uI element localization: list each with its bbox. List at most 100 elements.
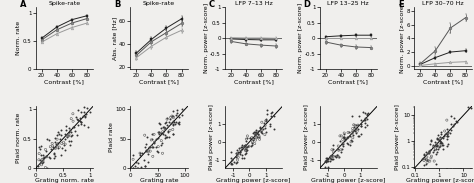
- Point: [169, 124, 177, 127]
- Point: [347, 140, 355, 143]
- Point: [242, 149, 249, 152]
- Point: [61, 132, 69, 135]
- Point: [258, 131, 266, 134]
- Point: [237, 153, 244, 156]
- Point: [432, 163, 440, 166]
- Point: [60, 141, 67, 144]
- Point: [243, 152, 250, 154]
- Point: [81, 124, 88, 127]
- Point: [251, 130, 259, 133]
- Point: [74, 119, 82, 122]
- Point: [257, 130, 264, 133]
- Point: [433, 142, 441, 145]
- Point: [362, 117, 369, 120]
- Point: [358, 125, 365, 128]
- Point: [154, 150, 162, 153]
- Point: [336, 140, 343, 143]
- Point: [73, 133, 81, 136]
- Point: [418, 158, 426, 160]
- Point: [63, 135, 71, 138]
- Point: [260, 122, 267, 125]
- Point: [423, 159, 431, 162]
- Point: [430, 145, 438, 148]
- Point: [159, 130, 166, 133]
- Point: [343, 137, 351, 139]
- Point: [46, 145, 54, 148]
- Point: [49, 144, 56, 147]
- Point: [74, 109, 82, 112]
- Point: [42, 148, 49, 151]
- Point: [420, 153, 428, 156]
- Point: [78, 121, 85, 124]
- Point: [64, 135, 72, 138]
- Point: [142, 164, 149, 167]
- Point: [426, 150, 433, 153]
- Point: [163, 120, 170, 123]
- Title: Spike-rate: Spike-rate: [48, 1, 80, 6]
- Point: [62, 124, 70, 127]
- Point: [362, 126, 369, 129]
- Point: [66, 128, 74, 131]
- Y-axis label: Norm. rate: Norm. rate: [16, 21, 21, 55]
- Point: [252, 134, 259, 137]
- Point: [57, 154, 64, 156]
- Point: [36, 152, 43, 155]
- Point: [249, 132, 256, 135]
- Point: [262, 119, 270, 122]
- Point: [141, 134, 148, 137]
- Point: [256, 127, 264, 130]
- Point: [329, 147, 337, 150]
- Point: [242, 146, 250, 149]
- Point: [252, 139, 259, 141]
- Point: [175, 115, 183, 118]
- Point: [175, 120, 183, 123]
- Point: [147, 139, 155, 141]
- Point: [79, 115, 87, 118]
- Point: [427, 156, 435, 159]
- Point: [433, 147, 440, 150]
- Point: [173, 111, 181, 114]
- Point: [437, 132, 445, 135]
- Point: [238, 156, 246, 159]
- Point: [142, 143, 149, 146]
- Point: [227, 156, 235, 159]
- Point: [173, 108, 181, 111]
- Point: [323, 156, 330, 159]
- Point: [255, 136, 263, 139]
- Point: [163, 135, 171, 138]
- Point: [270, 128, 278, 131]
- Point: [467, 106, 474, 109]
- Point: [145, 149, 152, 152]
- Point: [74, 118, 82, 121]
- Point: [248, 144, 255, 147]
- Point: [55, 131, 62, 134]
- Point: [65, 139, 73, 142]
- Point: [234, 156, 242, 159]
- Point: [345, 136, 352, 139]
- Point: [450, 116, 458, 119]
- Point: [326, 157, 334, 160]
- Point: [443, 135, 450, 138]
- Point: [132, 160, 140, 163]
- Point: [163, 123, 170, 126]
- Point: [248, 137, 255, 140]
- Point: [70, 126, 77, 128]
- Point: [243, 138, 250, 141]
- Point: [248, 141, 255, 144]
- Point: [136, 152, 144, 155]
- X-axis label: Contrast [%]: Contrast [%]: [423, 79, 463, 84]
- Point: [243, 146, 251, 149]
- Point: [262, 117, 270, 120]
- Point: [42, 154, 50, 157]
- Point: [437, 142, 445, 145]
- Y-axis label: Norm. power [z-score]: Norm. power [z-score]: [400, 3, 405, 73]
- Point: [339, 135, 346, 138]
- Point: [65, 134, 73, 137]
- Y-axis label: Norm. power [z-score]: Norm. power [z-score]: [298, 3, 303, 73]
- Point: [422, 163, 429, 166]
- Point: [149, 155, 156, 158]
- Point: [434, 133, 441, 136]
- Point: [340, 133, 348, 136]
- Point: [326, 155, 334, 158]
- Point: [129, 153, 137, 156]
